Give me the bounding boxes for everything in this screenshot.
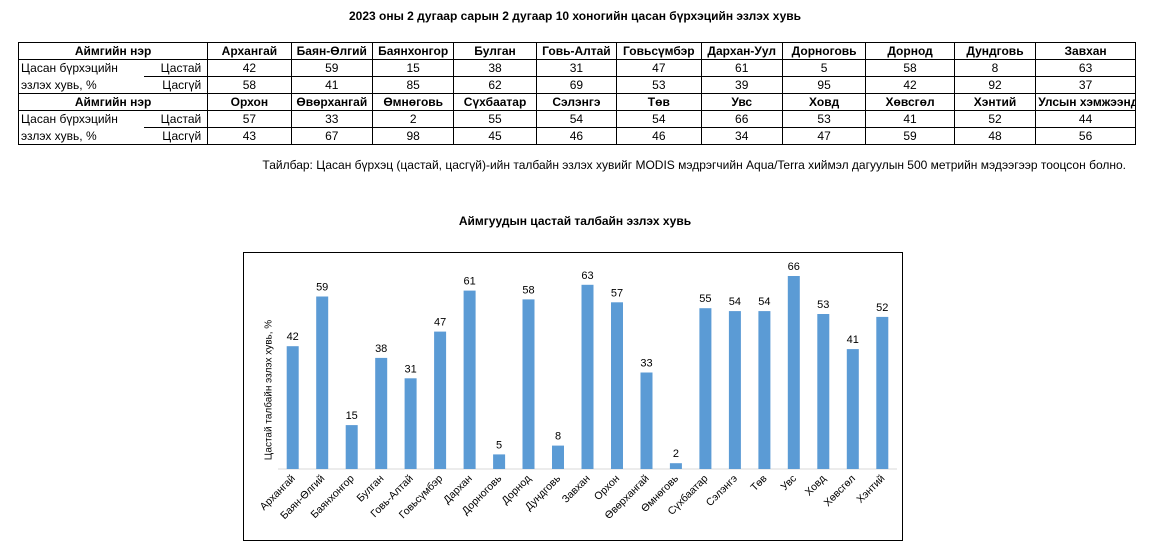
data-label: 15: [346, 410, 358, 422]
data-label: 31: [404, 363, 416, 375]
nosnow-value-cell: 46: [616, 127, 702, 145]
bar: [758, 311, 771, 469]
bar: [846, 349, 859, 469]
row-label: эзлэх хувь, %: [17, 127, 144, 145]
table-header-row: Аймгийн нэр Орхон Өвөрхангай Өмнөговь Сүхбаа…: [17, 93, 1136, 111]
bar: [522, 299, 535, 469]
bar: [699, 308, 712, 469]
chart-frame: [243, 252, 903, 541]
data-label: 63: [581, 270, 593, 282]
bar: [728, 311, 741, 469]
data-label: 54: [758, 296, 770, 308]
table-row-nosnow: эзлэх хувь, % Цасгүй 43 67 98 45 46 46 34 47 59 48 5…: [17, 127, 1136, 145]
y-axis-label: Цастай талбайн эзлэх хувь, %: [263, 319, 275, 461]
bar: [817, 314, 830, 469]
bar: [581, 284, 594, 469]
data-label: 53: [817, 299, 829, 311]
data-label: 41: [847, 334, 859, 346]
bar: [463, 290, 476, 469]
x-tick-label: Сэлэнгэ: [704, 473, 740, 509]
bar: [493, 454, 506, 469]
data-label: 33: [640, 358, 652, 370]
bar: [876, 316, 889, 469]
x-tick-label: Ховд: [803, 473, 829, 499]
data-label: 58: [522, 284, 534, 296]
nosnow-value-cell: 59: [865, 127, 955, 145]
aimag-name-cell: Төв: [616, 93, 702, 111]
chart-title: Аймгуудын цастай талбайн эзлэх хувь: [458, 214, 692, 228]
data-label: 55: [699, 293, 711, 305]
row-label: Цасан бүрхэцийн: [17, 59, 144, 77]
data-label: 66: [788, 261, 800, 273]
nosnow-value-cell: 92: [953, 76, 1037, 94]
snow-cover-table: Аймгийн нэр Архангай Баян-Өлгий Баянхонгор Б…: [17, 42, 1136, 145]
aimag-name-cell: Дорноговь: [781, 42, 867, 60]
nosnow-value-cell: 67: [290, 127, 373, 145]
x-tick-label: Хэнтий: [854, 473, 887, 506]
table-note: Тайлбар: Цасан бүрхэц (цастай, цасгүй)-и…: [262, 158, 1126, 172]
aimag-name-cell: Сүхбаатар: [453, 93, 537, 111]
bar: [552, 445, 564, 469]
data-label: 47: [434, 317, 446, 329]
bar: [404, 378, 417, 469]
table-header-row: Аймгийн нэр Архангай Баян-Өлгий Баянхонгор Б…: [17, 42, 1136, 60]
aimag-name-cell: Улсын хэмжээнд: [1035, 93, 1136, 111]
nosnow-value-cell: 47: [781, 127, 867, 145]
data-label: 54: [729, 296, 741, 308]
table-row-snow: Цасан бүрхэцийн Цастай 57 33 2 55 54 54 66 53 41 52…: [17, 110, 1136, 128]
x-tick-label: Төв: [748, 472, 769, 493]
nosnow-value-cell: 56: [1035, 127, 1136, 145]
bar: [375, 357, 388, 469]
bar: [316, 296, 329, 469]
data-label: 59: [316, 282, 328, 294]
x-tick-label: Хөвсгөл: [822, 473, 858, 509]
data-label: 2: [673, 448, 679, 460]
page-title: 2023 оны 2 дугаар сарын 2 дугаар 10 хоно…: [348, 9, 802, 23]
aimag-name-cell: Дархан-Уул: [700, 42, 783, 60]
aimag-name-cell: Баян-Өлгий: [290, 42, 373, 60]
x-tick-label: Завхан: [560, 472, 593, 505]
nosnow-value-cell: 46: [535, 127, 618, 145]
data-label: 38: [375, 343, 387, 355]
snow-value-cell: 66: [700, 110, 783, 128]
row-label: Цасан бүрхэцийн: [17, 110, 144, 128]
aimag-name-cell: Ховд: [781, 93, 867, 111]
nosnow-value-cell: 45: [453, 127, 537, 145]
aimag-name-cell: Говь-Алтай: [535, 42, 618, 60]
data-label: 8: [555, 431, 561, 443]
nosnow-value-cell: 42: [865, 76, 955, 94]
nosnow-value-cell: 48: [953, 127, 1037, 145]
nosnow-value-cell: 58: [207, 76, 292, 94]
row-sublabel-nosnow: Цасгүй: [143, 127, 209, 145]
data-label: 61: [463, 276, 475, 288]
bar: [669, 463, 682, 469]
data-label: 57: [611, 287, 623, 299]
row-sublabel-snow: Цастай: [143, 59, 209, 77]
data-label: 5: [496, 439, 502, 451]
data-label: 42: [287, 331, 299, 343]
bar: [787, 276, 800, 469]
bar: [345, 425, 358, 469]
aimag-name-cell: Дорнод: [865, 42, 955, 60]
x-tick-label: Увс: [779, 473, 799, 493]
aimag-name-cell: Архангай: [207, 42, 292, 60]
snow-value-cell: 15: [371, 59, 455, 77]
data-label: 52: [876, 302, 888, 314]
bar: [286, 346, 299, 469]
bar: [434, 331, 447, 469]
nosnow-value-cell: 98: [371, 127, 455, 145]
bar: [640, 372, 653, 469]
row-label: эзлэх хувь, %: [17, 76, 144, 94]
bar: [611, 302, 623, 469]
nosnow-value-cell: 43: [207, 127, 292, 145]
aimag-name-cell: Өмнөговь: [371, 93, 455, 111]
